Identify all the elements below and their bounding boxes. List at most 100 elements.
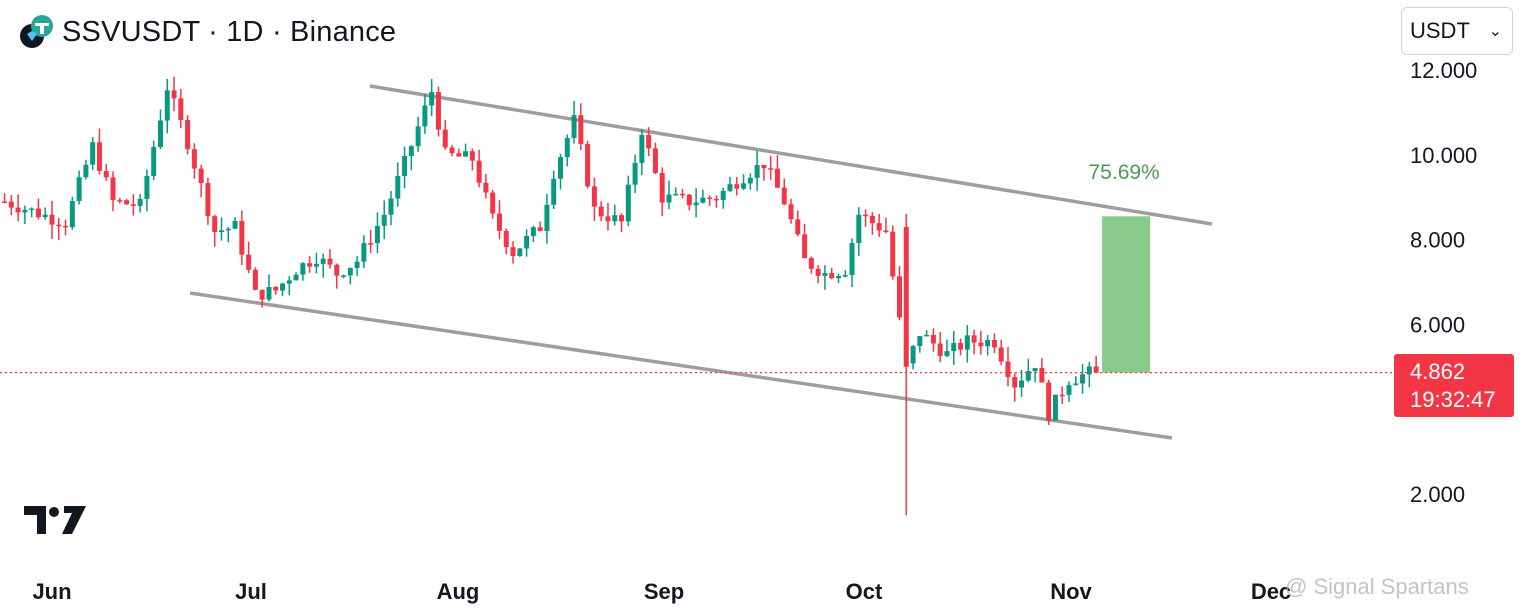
- candle-body: [1032, 367, 1038, 372]
- candle-body: [741, 183, 747, 189]
- chart-title: SSVUSDT · 1D · Binance: [62, 15, 397, 48]
- candle-body: [693, 202, 699, 206]
- candle-body: [951, 342, 957, 352]
- candle-body: [1052, 394, 1058, 421]
- candle-body: [293, 274, 299, 281]
- candle-body: [144, 176, 150, 199]
- candle-body: [442, 129, 448, 148]
- candle-body: [625, 184, 631, 222]
- y-tick-label: 8.000: [1410, 228, 1465, 253]
- candle-body: [978, 342, 984, 347]
- candle-body: [313, 263, 319, 267]
- measure-label: 75.69%: [1089, 161, 1160, 184]
- candle-body: [680, 193, 686, 196]
- candle-body: [1086, 366, 1092, 375]
- x-tick-label: Dec: [1251, 579, 1291, 604]
- candle-body: [1046, 382, 1052, 421]
- candle-body: [781, 187, 787, 205]
- candle-body: [164, 90, 170, 121]
- candle-body: [510, 247, 516, 257]
- measure-box: [1102, 216, 1151, 373]
- candle-body: [225, 228, 231, 231]
- candle-body: [239, 220, 245, 255]
- candle-body: [402, 156, 408, 176]
- candle-body: [829, 273, 835, 279]
- candle-body: [422, 105, 428, 127]
- y-tick-label: 2.000: [1410, 482, 1465, 507]
- candle-body: [69, 201, 75, 228]
- y-tick-label: 12.000: [1410, 58, 1477, 83]
- candle-body: [727, 184, 733, 191]
- last-price-value: 4.862: [1410, 359, 1466, 384]
- candle-body: [842, 275, 848, 277]
- candle-body: [2, 201, 8, 203]
- candle-body: [659, 172, 665, 203]
- candle-body: [212, 216, 218, 232]
- candle-body: [754, 164, 760, 178]
- candle-body: [720, 190, 726, 201]
- candle-body: [937, 343, 943, 356]
- candle-body: [354, 261, 360, 268]
- candle-body: [286, 280, 292, 284]
- last-price-label: 4.862 19:32:47: [1394, 354, 1514, 417]
- candle-body: [76, 177, 82, 202]
- candle-body: [897, 276, 902, 318]
- candle-body: [835, 275, 841, 279]
- candle-body: [673, 193, 679, 196]
- candle-body: [456, 153, 462, 157]
- currency-select[interactable]: USDT ⌄: [1401, 7, 1513, 55]
- x-tick-label: Oct: [846, 579, 883, 604]
- candle-body: [381, 214, 387, 226]
- candle-body: [964, 335, 970, 350]
- candle-body: [571, 115, 577, 138]
- candle-body: [341, 275, 347, 277]
- candle-body: [300, 263, 306, 275]
- candle-body: [117, 199, 123, 202]
- candle-body: [551, 178, 557, 205]
- candle-body: [768, 168, 774, 170]
- candle-body: [361, 243, 367, 262]
- candle-body: [991, 340, 997, 348]
- candle-body: [49, 214, 55, 225]
- lower-channel-line: [189, 291, 1173, 440]
- candle-body: [273, 286, 279, 291]
- candle-body: [591, 186, 597, 207]
- candle-body: [327, 258, 333, 265]
- candle-body: [232, 220, 238, 229]
- candle-body: [476, 160, 482, 183]
- candle-body: [435, 92, 441, 130]
- candle-body: [1005, 361, 1011, 377]
- ssv-coin-icon: [20, 15, 53, 48]
- candle-body: [157, 120, 163, 148]
- candle-body: [1080, 374, 1086, 384]
- candle-body: [924, 334, 930, 337]
- candle-body: [8, 201, 14, 208]
- candle-body: [191, 149, 197, 169]
- candle-body: [808, 258, 814, 269]
- upper-channel-line: [369, 84, 1213, 226]
- candle-body: [449, 147, 455, 154]
- candle-body: [15, 207, 21, 213]
- candle-body: [747, 177, 753, 184]
- candle-body: [917, 336, 923, 347]
- candle-body: [171, 90, 177, 99]
- candle-body: [612, 215, 618, 222]
- candle-body: [585, 143, 591, 187]
- y-tick-label: 6.000: [1410, 312, 1465, 337]
- candle-body: [96, 142, 102, 171]
- candle-body: [558, 157, 563, 179]
- candle-body: [856, 214, 862, 244]
- candle-body: [110, 177, 116, 200]
- candle-body: [280, 283, 286, 291]
- candle-body: [246, 254, 252, 270]
- watermark-text: @ Signal Spartans: [1285, 574, 1469, 599]
- x-tick-label: Aug: [437, 579, 480, 604]
- candle-body: [903, 226, 909, 367]
- candle-body: [503, 230, 509, 248]
- candle-body: [496, 213, 502, 231]
- x-tick-label: Nov: [1050, 579, 1092, 604]
- candle-body: [388, 198, 394, 215]
- candle-body: [22, 209, 28, 213]
- candle-body: [483, 182, 489, 193]
